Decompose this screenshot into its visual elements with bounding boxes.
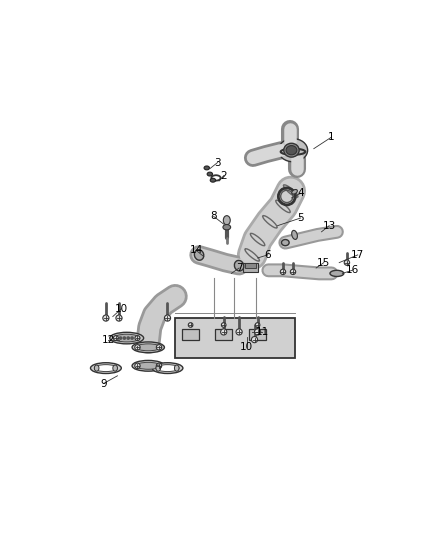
Ellipse shape: [136, 362, 161, 369]
Text: 3: 3: [214, 158, 221, 167]
Circle shape: [221, 329, 227, 335]
Circle shape: [156, 345, 162, 350]
Text: 17: 17: [351, 250, 364, 260]
Text: 7: 7: [236, 263, 242, 273]
Ellipse shape: [284, 143, 299, 157]
FancyBboxPatch shape: [175, 318, 294, 358]
Ellipse shape: [279, 139, 307, 161]
Ellipse shape: [94, 365, 99, 371]
Circle shape: [280, 269, 286, 274]
Ellipse shape: [113, 365, 117, 371]
FancyBboxPatch shape: [215, 329, 232, 340]
FancyBboxPatch shape: [249, 329, 266, 340]
Ellipse shape: [132, 342, 164, 353]
Ellipse shape: [223, 216, 230, 225]
Circle shape: [135, 363, 140, 368]
Ellipse shape: [330, 270, 344, 277]
Text: 11: 11: [256, 327, 269, 337]
Ellipse shape: [204, 166, 209, 170]
Ellipse shape: [94, 365, 117, 372]
Text: 12: 12: [102, 335, 115, 345]
Ellipse shape: [156, 365, 161, 371]
Circle shape: [127, 337, 129, 339]
Text: 10: 10: [240, 342, 253, 352]
Circle shape: [255, 322, 260, 327]
Circle shape: [131, 337, 133, 339]
Ellipse shape: [210, 179, 215, 182]
Circle shape: [290, 269, 296, 274]
Circle shape: [344, 260, 350, 265]
Circle shape: [103, 315, 109, 321]
Text: 14: 14: [189, 245, 203, 255]
Text: 9: 9: [100, 378, 107, 389]
Text: 8: 8: [210, 212, 217, 221]
FancyBboxPatch shape: [182, 329, 199, 340]
Text: 10: 10: [115, 304, 128, 314]
Ellipse shape: [207, 172, 212, 176]
Circle shape: [164, 315, 170, 321]
Text: 13: 13: [322, 221, 336, 231]
Circle shape: [135, 336, 140, 341]
Text: 4: 4: [297, 188, 304, 198]
Text: 6: 6: [264, 250, 271, 260]
FancyBboxPatch shape: [245, 263, 256, 268]
Ellipse shape: [194, 249, 204, 260]
Circle shape: [251, 336, 258, 343]
Circle shape: [135, 345, 140, 350]
Ellipse shape: [152, 363, 183, 374]
Ellipse shape: [292, 230, 297, 239]
Ellipse shape: [136, 344, 161, 351]
Circle shape: [113, 336, 118, 341]
Ellipse shape: [110, 332, 144, 344]
Ellipse shape: [132, 360, 164, 371]
FancyBboxPatch shape: [243, 263, 258, 272]
Ellipse shape: [174, 365, 179, 371]
Text: 5: 5: [297, 213, 304, 223]
Ellipse shape: [113, 334, 140, 342]
Ellipse shape: [292, 190, 297, 194]
Circle shape: [156, 363, 162, 368]
Circle shape: [123, 337, 126, 339]
Text: 16: 16: [346, 265, 359, 276]
Ellipse shape: [282, 239, 289, 246]
Circle shape: [116, 315, 122, 321]
Text: 15: 15: [317, 257, 330, 268]
Ellipse shape: [156, 365, 179, 372]
Text: 1: 1: [328, 132, 335, 142]
Circle shape: [236, 329, 242, 335]
Circle shape: [221, 322, 226, 327]
Ellipse shape: [91, 363, 121, 374]
Ellipse shape: [223, 224, 231, 230]
Text: 2: 2: [220, 171, 227, 181]
Circle shape: [120, 337, 122, 339]
Ellipse shape: [234, 261, 244, 271]
Circle shape: [254, 329, 261, 335]
Ellipse shape: [286, 146, 297, 155]
Circle shape: [188, 322, 193, 327]
